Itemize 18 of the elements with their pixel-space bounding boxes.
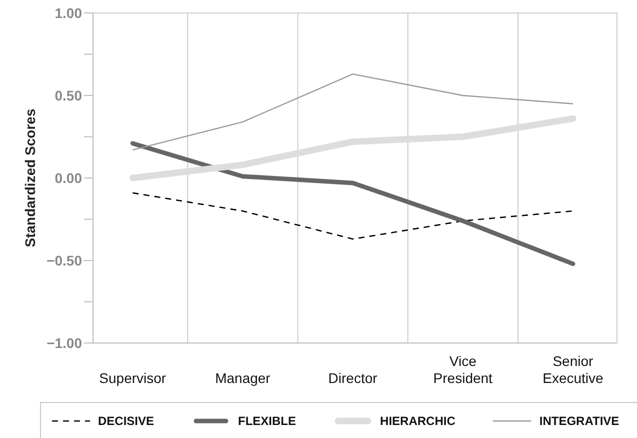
legend-label: HIERARCHIC	[380, 414, 456, 428]
x-tick-label: Vice President	[433, 353, 493, 386]
y-tick-label: 1.00	[54, 4, 82, 21]
line-series	[130, 141, 576, 266]
y-tick-label: −0.50	[46, 252, 82, 268]
y-axis-title: Standardized Scores	[22, 108, 38, 248]
y-tick-label: 0.50	[54, 87, 82, 104]
x-tick-label: Senior Executive	[542, 353, 604, 386]
legend-label: INTEGRATIVE	[539, 414, 620, 428]
y-tick-label: −1.00	[46, 334, 82, 351]
y-tick-label: 0.00	[54, 170, 82, 186]
legend-label: FLEXIBLE	[238, 414, 296, 428]
legend-label: DECISIVE	[98, 414, 154, 428]
x-tick-label: Director	[328, 370, 378, 386]
x-tick-label: Manager	[215, 370, 271, 386]
x-tick-label: Supervisor	[99, 370, 166, 386]
line-series	[132, 73, 574, 151]
line-series	[132, 192, 574, 240]
